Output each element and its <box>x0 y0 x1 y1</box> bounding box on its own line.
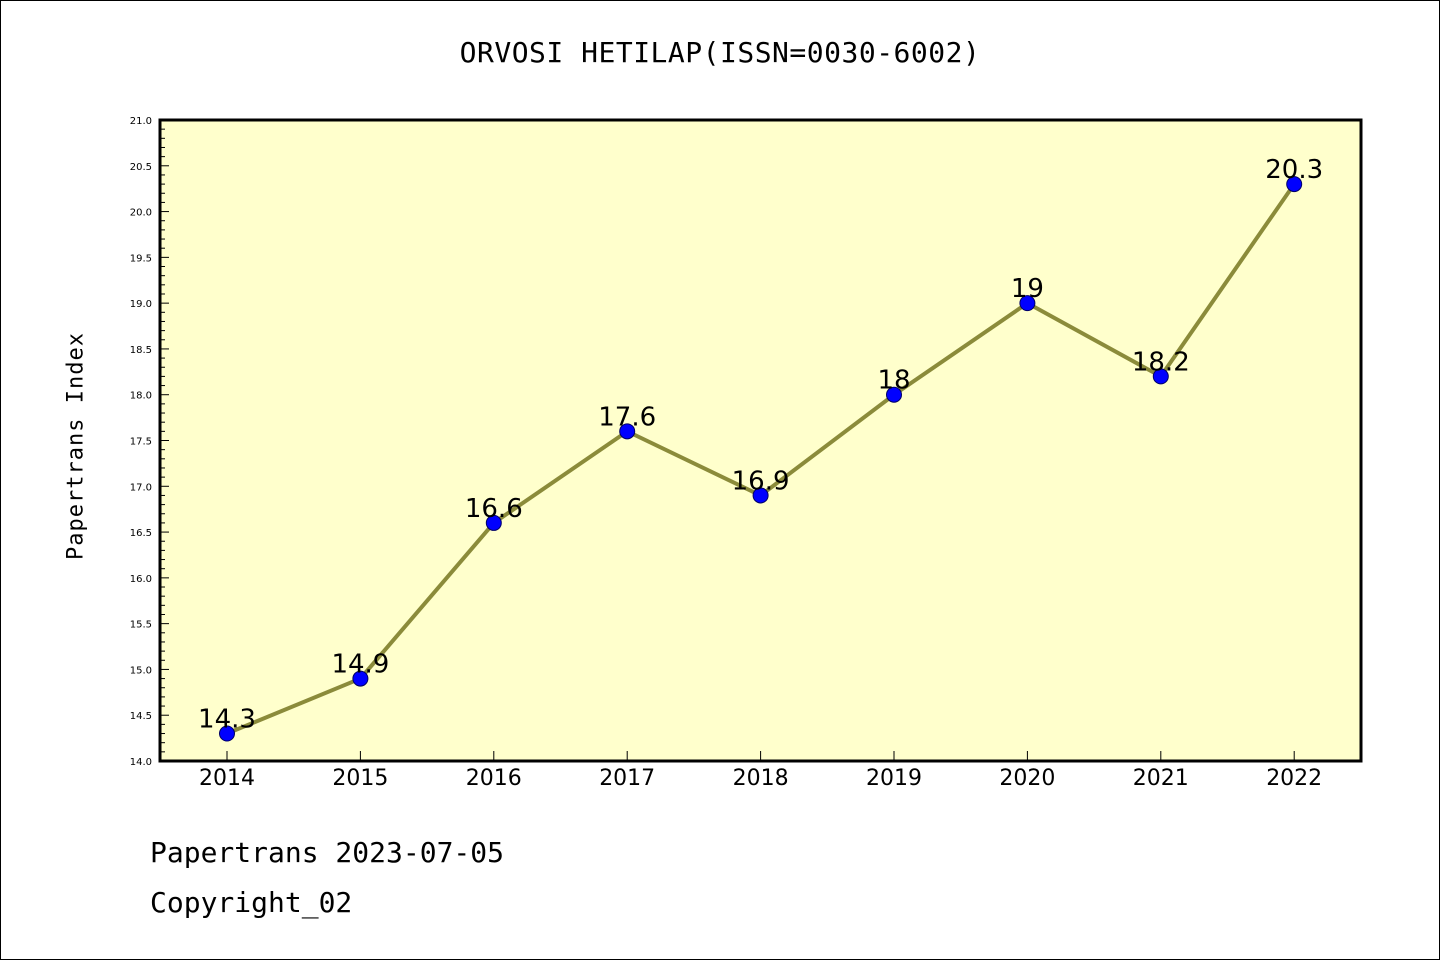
data-point-label: 14.9 <box>331 650 389 680</box>
y-tick-label: 21.0 <box>130 116 152 127</box>
data-point-marker <box>619 423 636 440</box>
x-tick-label: 2015 <box>332 766 388 791</box>
data-point-label: 18.2 <box>1132 347 1190 377</box>
data-point-marker <box>219 725 235 742</box>
y-tick-label: 17.5 <box>130 437 152 448</box>
y-tick-label: 18.5 <box>130 345 152 356</box>
y-tick-label: 15.0 <box>130 665 152 676</box>
data-point-label: 16.9 <box>732 466 790 496</box>
x-axis-ticks: 2014 2015 2016 2017 2018 2019 2020 2021 2022 <box>199 751 1322 791</box>
data-point-marker <box>485 514 502 531</box>
y-tick-label: 14.5 <box>130 711 152 722</box>
x-tick-label: 2017 <box>599 766 655 791</box>
y-tick-label: 16.5 <box>130 528 152 539</box>
data-labels: 14.3 14.9 16.6 17.6 16.9 18 19 18.2 20.3 <box>198 155 1323 734</box>
y-tick-label: 19.5 <box>130 253 152 264</box>
data-point-marker <box>886 386 902 403</box>
chart-title: ORVOSI HETILAP(ISSN=0030-6002) <box>459 36 981 69</box>
x-tick-label: 2014 <box>199 766 255 791</box>
y-tick-label: 19.0 <box>130 299 152 310</box>
data-point-marker <box>1152 368 1169 385</box>
x-tick-label: 2016 <box>466 766 522 791</box>
data-point-label: 16.6 <box>465 494 523 524</box>
data-point-marker <box>1019 295 1036 312</box>
x-tick-label: 2019 <box>866 766 922 791</box>
data-points <box>219 176 1303 742</box>
data-point-marker <box>1286 176 1303 193</box>
y-tick-label: 18.0 <box>130 391 152 402</box>
y-tick-label: 20.5 <box>130 162 152 173</box>
data-point-label: 19 <box>1011 274 1044 304</box>
y-tick-label: 17.0 <box>130 482 152 493</box>
x-tick-label: 2022 <box>1266 766 1322 791</box>
plot-area <box>158 118 1363 763</box>
data-point-label: 20.3 <box>1265 155 1323 185</box>
x-tick-label: 2021 <box>1133 766 1189 791</box>
data-point-label: 14.3 <box>198 705 256 735</box>
y-tick-label: 20.0 <box>130 208 152 219</box>
data-point-label: 17.6 <box>598 402 656 432</box>
y-tick-label: 15.5 <box>130 620 152 631</box>
data-point-marker <box>752 487 769 504</box>
x-tick-label: 2018 <box>733 766 789 791</box>
y-tick-label: 14.0 <box>130 757 152 768</box>
y-axis-ticks: 14.0 14.5 15.0 15.5 16.0 16.5 17.0 17.5 18.0 18.5… <box>130 116 169 768</box>
footer-source-date: Papertrans 2023-07-05 <box>150 836 505 869</box>
data-point-marker <box>352 670 369 687</box>
data-point-label: 18 <box>877 366 910 396</box>
x-tick-label: 2020 <box>999 766 1055 791</box>
y-tick-label: 16.0 <box>130 574 152 585</box>
footer-copyright: Copyright_02 <box>150 886 353 919</box>
